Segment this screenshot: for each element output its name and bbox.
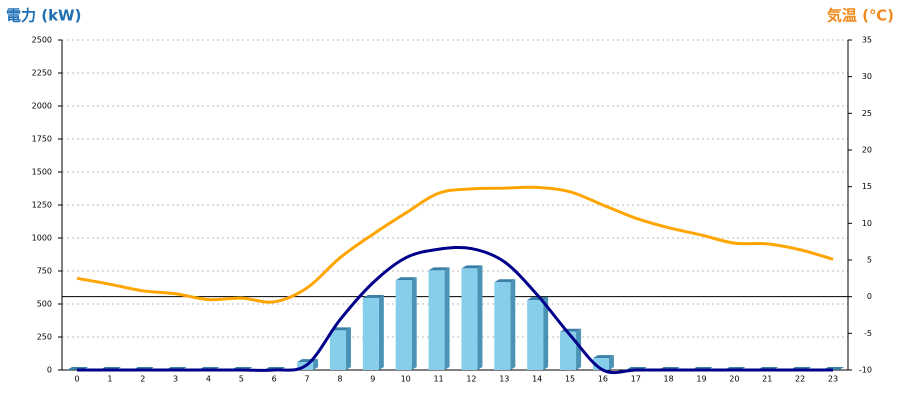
bar xyxy=(395,280,412,370)
bar-top xyxy=(428,267,450,271)
bar xyxy=(428,270,445,370)
bar-top xyxy=(395,277,417,281)
bar xyxy=(527,300,544,370)
y-tick-label: 250 xyxy=(37,333,52,342)
x-tick-label: 2 xyxy=(140,375,145,384)
y-tick-label: 1250 xyxy=(32,201,52,210)
x-tick-label: 22 xyxy=(795,375,805,384)
x-tick-label: 6 xyxy=(272,375,277,384)
x-tick-label: 8 xyxy=(337,375,342,384)
y-tick-label: 2000 xyxy=(32,102,52,111)
bar-side xyxy=(411,277,417,370)
bar-side xyxy=(477,265,483,370)
y2-tick-label: 25 xyxy=(862,109,872,118)
y2-tick-label: 15 xyxy=(862,182,872,191)
x-tick-label: 21 xyxy=(762,375,772,384)
bar xyxy=(592,358,609,370)
x-tick-label: 14 xyxy=(532,375,542,384)
x-tick-label: 9 xyxy=(370,375,375,384)
x-tick-label: 19 xyxy=(696,375,706,384)
y2-tick-label: 20 xyxy=(862,146,872,155)
y-tick-label: 500 xyxy=(37,300,52,309)
y2-tick-label: -10 xyxy=(859,366,872,375)
x-tick-label: 17 xyxy=(631,375,641,384)
y2-tick-label: -5 xyxy=(864,329,872,338)
y-tick-label: 2250 xyxy=(32,69,52,78)
y-tick-label: 2500 xyxy=(32,36,52,45)
y2-tick-label: 0 xyxy=(867,292,872,301)
x-tick-label: 11 xyxy=(433,375,443,384)
x-tick-label: 16 xyxy=(598,375,608,384)
x-tick-label: 4 xyxy=(206,375,211,384)
bar xyxy=(362,298,379,370)
bar-top xyxy=(461,265,483,269)
x-tick-label: 18 xyxy=(664,375,674,384)
y2-tick-label: 35 xyxy=(862,36,872,45)
bar xyxy=(494,282,511,370)
bar-top xyxy=(592,355,614,359)
y-tick-label: 1500 xyxy=(32,168,52,177)
line xyxy=(76,245,833,375)
x-tick-label: 15 xyxy=(565,375,575,384)
bar-side xyxy=(608,355,614,370)
bar-side xyxy=(543,297,549,370)
bar-side xyxy=(313,359,319,370)
x-tick-label: 10 xyxy=(401,375,411,384)
y-tick-label: 750 xyxy=(37,267,52,276)
y-tick-label: 0 xyxy=(47,366,52,375)
x-tick-label: 13 xyxy=(499,375,509,384)
x-tick-label: 23 xyxy=(828,375,838,384)
bar-side xyxy=(378,295,384,370)
y-tick-label: 1750 xyxy=(32,135,52,144)
x-tick-label: 0 xyxy=(74,375,79,384)
bar-top xyxy=(494,279,516,283)
bar xyxy=(329,330,346,370)
x-tick-label: 7 xyxy=(305,375,310,384)
bar xyxy=(461,268,478,370)
x-tick-label: 1 xyxy=(107,375,112,384)
bar-side xyxy=(345,327,351,370)
x-tick-label: 3 xyxy=(173,375,178,384)
bar-side xyxy=(444,267,450,370)
y2-tick-label: 30 xyxy=(862,72,872,81)
x-tick-label: 12 xyxy=(466,375,476,384)
y2-axis-title: 気温 (℃) xyxy=(827,7,894,25)
y-tick-label: 1000 xyxy=(32,234,52,243)
x-tick-label: 20 xyxy=(729,375,739,384)
bar-side xyxy=(510,279,516,370)
y2-tick-label: 10 xyxy=(862,219,872,228)
y2-tick-label: 5 xyxy=(867,256,872,265)
bar-top xyxy=(362,295,384,299)
x-tick-label: 5 xyxy=(239,375,244,384)
y-axis-title: 電力 (kW) xyxy=(6,7,81,25)
bar-side xyxy=(576,328,582,370)
line xyxy=(76,185,834,304)
bar xyxy=(560,331,577,370)
